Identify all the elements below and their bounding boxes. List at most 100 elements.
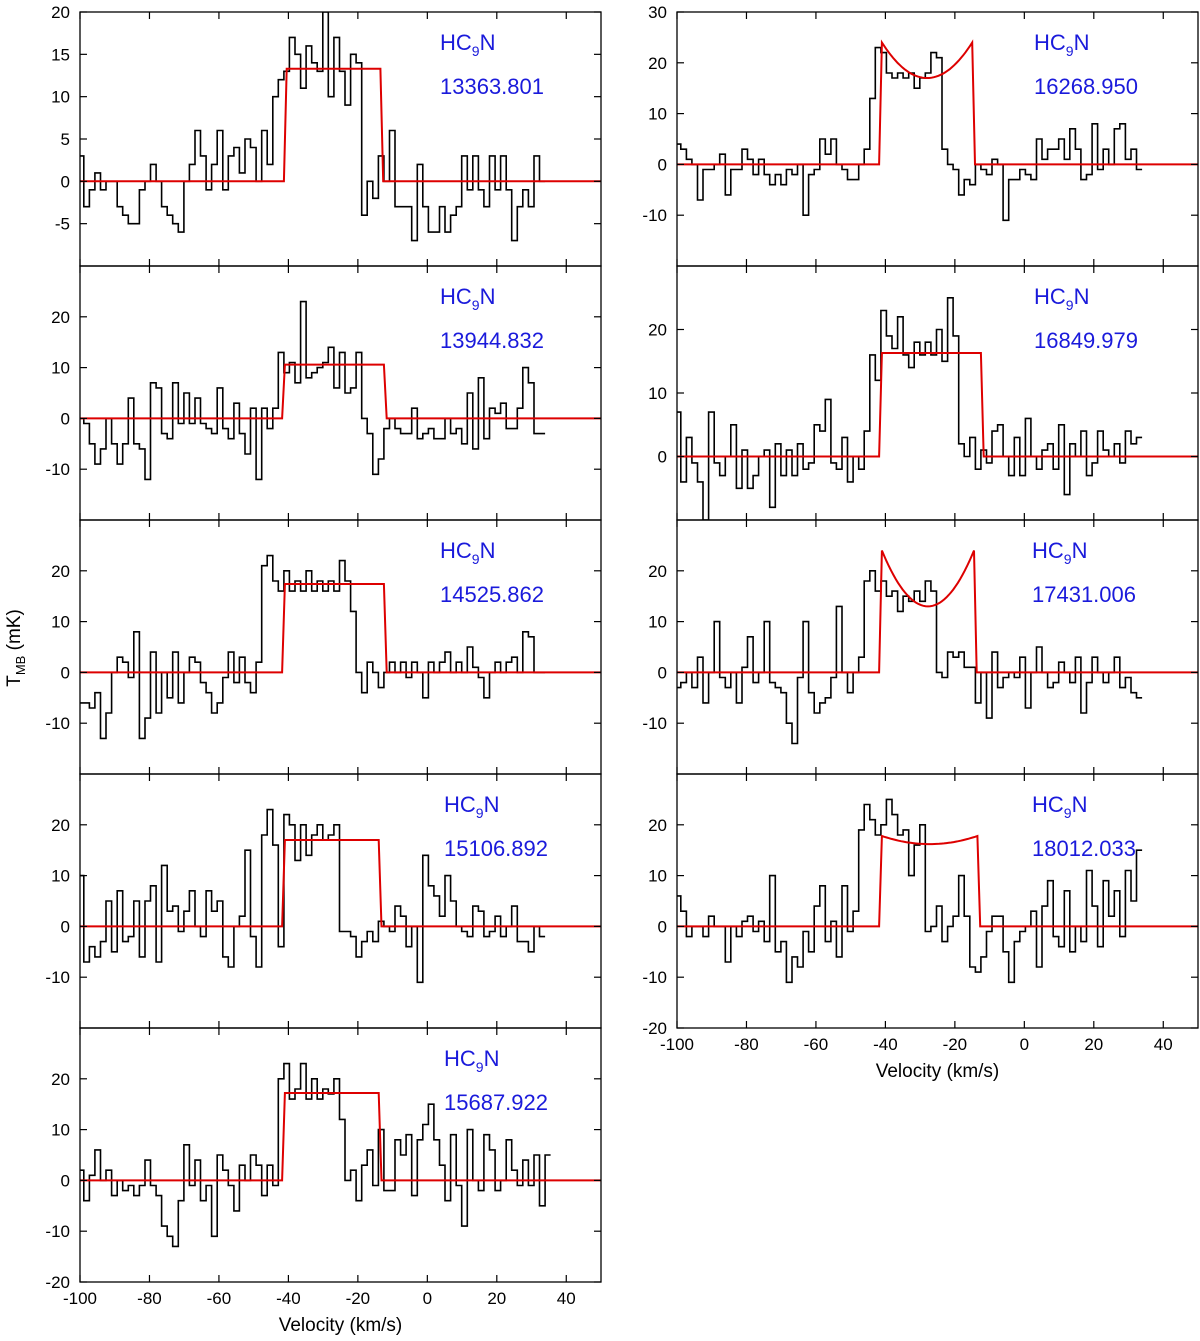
y-tick-label: 10 [51, 88, 70, 107]
species-sub: 9 [476, 1059, 484, 1075]
frequency-label: 15106.892 [444, 836, 548, 861]
y-tick-label: -10 [45, 968, 70, 987]
species-label: HC9N [440, 284, 495, 313]
y-tick-label: 0 [658, 663, 667, 682]
species-main: HC [444, 1046, 476, 1071]
species-main: HC [1032, 538, 1064, 563]
panel-frame [79, 1027, 602, 1283]
panel-17431.006: -10 0 10 20 HC9N 17431.006 [642, 519, 1199, 775]
species-main: HC [440, 30, 472, 55]
spectrum-line [80, 808, 546, 984]
frequency-label: 13363.801 [440, 74, 544, 99]
y-tick-label: -10 [642, 714, 667, 733]
spectrum-line [80, 1062, 551, 1248]
x-tick-label: -80 [137, 1289, 162, 1308]
x-tick-label: 20 [487, 1289, 506, 1308]
species-sub: 9 [476, 805, 484, 821]
y-axis-label-sub: MB [13, 656, 28, 676]
y-tick-label: 5 [61, 130, 70, 149]
y-tick-label: 10 [51, 867, 70, 886]
y-tick-label: 10 [648, 384, 667, 403]
x-tick-label: 40 [1154, 1035, 1173, 1054]
y-tick-label: 20 [648, 54, 667, 73]
species-main: HC [1032, 792, 1064, 817]
x-tick-label: -40 [276, 1289, 301, 1308]
y-axis-label-unit: (mK) [4, 609, 25, 655]
species-end: N [1074, 30, 1090, 55]
panel-15106.892: -10 0 10 20 HC9N 15106.892 [45, 773, 602, 1029]
species-label: HC9N [444, 1046, 499, 1075]
frequency-label: 18012.033 [1032, 836, 1136, 861]
frequency-label: 14525.862 [440, 582, 544, 607]
y-tick-label: -10 [45, 1222, 70, 1241]
frequency-label: 13944.832 [440, 328, 544, 353]
x-tick-label: -100 [63, 1289, 97, 1308]
y-tick-label: 20 [648, 562, 667, 581]
frequency-label: 17431.006 [1032, 582, 1136, 607]
x-tick-label: 40 [557, 1289, 576, 1308]
species-sub: 9 [472, 43, 480, 59]
fit-line [80, 67, 601, 183]
y-axis-label-main: T [4, 675, 25, 687]
x-tick-label: 20 [1084, 1035, 1103, 1054]
species-main: HC [444, 792, 476, 817]
y-tick-label: 15 [51, 45, 70, 64]
panel-frame [676, 265, 1199, 521]
y-tick-label: 20 [51, 816, 70, 835]
panel-frame [676, 11, 1199, 267]
y-tick-label: 20 [51, 3, 70, 22]
species-sub: 9 [1064, 805, 1072, 821]
y-tick-label: 10 [51, 359, 70, 378]
panel-13944.832: -10 0 10 20 HC9N 13944.832 [45, 265, 602, 521]
y-tick-label: 0 [61, 1171, 70, 1190]
species-end: N [484, 792, 500, 817]
y-tick-label: 0 [61, 917, 70, 936]
y-tick-label: 10 [51, 613, 70, 632]
y-tick-label: -10 [642, 206, 667, 225]
y-tick-label: 20 [51, 1070, 70, 1089]
fit-line [677, 834, 1198, 928]
species-main: HC [440, 538, 472, 563]
x-tick-label: -40 [873, 1035, 898, 1054]
panel-13363.801: -5 0 5 10 15 20 HC9N 13363.801 [51, 3, 602, 267]
y-tick-label: 0 [658, 917, 667, 936]
species-label: HC9N [444, 792, 499, 821]
species-label: HC9N [440, 538, 495, 567]
x-tick-label: -20 [943, 1035, 968, 1054]
species-label: HC9N [1032, 538, 1087, 567]
y-tick-label: -10 [642, 968, 667, 987]
x-tick-label: -100 [660, 1035, 694, 1054]
species-end: N [480, 284, 496, 309]
panel-18012.033: -100 -80 -60 -40 -20 0 20 40-20-1001020HC9N1801… [642, 773, 1199, 1054]
panel-15687.922: -100 -80 -60 -40 -20 0 20 40-20-1001020HC9N1568… [45, 1027, 602, 1308]
species-label: HC9N [440, 30, 495, 59]
fit-line [80, 363, 601, 420]
panel-16268.950: -10 0 10 20 30 HC9N 16268.950 [642, 3, 1199, 267]
fit-line [677, 39, 1198, 166]
y-tick-label: 30 [648, 3, 667, 22]
species-sub: 9 [1064, 551, 1072, 567]
x-tick-label: -60 [207, 1289, 232, 1308]
spectrum-line [677, 297, 1143, 520]
x-tick-label: -20 [346, 1289, 371, 1308]
species-end: N [480, 538, 496, 563]
species-end: N [1074, 284, 1090, 309]
y-tick-label: 20 [51, 562, 70, 581]
y-tick-label: 0 [61, 663, 70, 682]
species-end: N [1072, 538, 1088, 563]
species-end: N [480, 30, 496, 55]
fit-line [80, 583, 601, 674]
y-tick-label: 10 [648, 867, 667, 886]
spectrum-line [677, 798, 1143, 984]
y-tick-label: -20 [642, 1019, 667, 1038]
species-sub: 9 [1066, 297, 1074, 313]
y-tick-label: 20 [51, 308, 70, 327]
x-tick-label: -60 [804, 1035, 829, 1054]
y-tick-label: 10 [51, 1121, 70, 1140]
species-label: HC9N [1034, 284, 1089, 313]
panel-frame [676, 519, 1199, 775]
x-axis-label-left: Velocity (km/s) [279, 1315, 403, 1336]
spectrum-line [80, 300, 546, 481]
y-tick-label: 10 [648, 613, 667, 632]
